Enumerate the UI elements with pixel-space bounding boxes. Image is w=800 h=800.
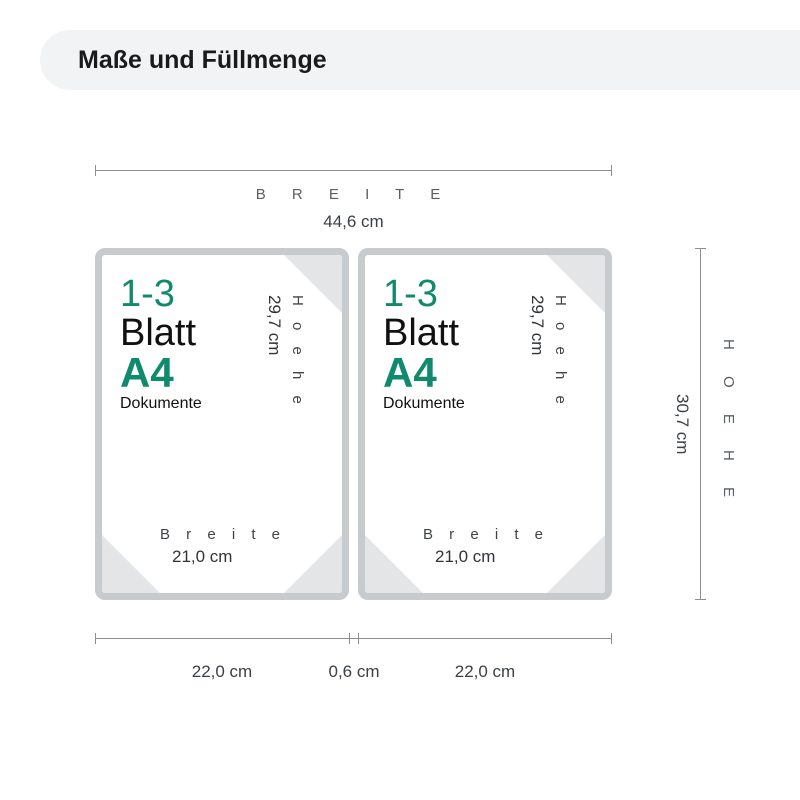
dim-value-panel-width-left: 22,0 cm	[95, 662, 349, 682]
panel-corner-icon	[102, 535, 160, 593]
inner-height-value: 29,7 cm	[264, 295, 284, 355]
panel-corner-icon	[365, 535, 423, 593]
folder-panel-right: 1-3 Blatt A4 Dokumente H o e h e 29,7 cm…	[358, 248, 612, 600]
panel-format: A4	[383, 349, 465, 397]
panel-corner-icon	[547, 535, 605, 593]
panel-content: 1-3 Blatt A4 Dokumente	[383, 273, 465, 413]
dim-line-total-width	[95, 170, 612, 171]
inner-height-label: H o e h e	[552, 295, 569, 410]
dim-tick	[358, 633, 359, 644]
diagram-stage: B R E I T E 44,6 cm H O E H E 30,7 cm 22…	[0, 0, 800, 800]
dim-value-total-height: 30,7 cm	[672, 248, 692, 600]
inner-width-value: 21,0 cm	[435, 547, 495, 567]
panel-corner-icon	[284, 535, 342, 593]
inner-height-label: H o e h e	[289, 295, 306, 410]
inner-width-value: 21,0 cm	[172, 547, 232, 567]
dim-line-total-height	[700, 248, 701, 600]
dim-line-bottom	[95, 638, 612, 639]
panel-subtext: Dokumente	[383, 395, 465, 413]
panel-capacity: 1-3	[120, 273, 202, 316]
panel-format: A4	[120, 349, 202, 397]
dim-label-total-width: B R E I T E	[95, 186, 612, 203]
panel-content: 1-3 Blatt A4 Dokumente	[120, 273, 202, 413]
inner-height-value: 29,7 cm	[527, 295, 547, 355]
dim-label-total-height: H O E H E	[720, 248, 737, 600]
dim-value-total-width: 44,6 cm	[95, 212, 612, 232]
dim-value-panel-width-right: 22,0 cm	[358, 662, 612, 682]
dim-tick	[349, 633, 350, 644]
folder-panel-left: 1-3 Blatt A4 Dokumente H o e h e 29,7 cm…	[95, 248, 349, 600]
inner-width-label: B r e i t e	[160, 526, 286, 543]
panel-subtext: Dokumente	[120, 395, 202, 413]
inner-width-label: B r e i t e	[423, 526, 549, 543]
panel-capacity: 1-3	[383, 273, 465, 316]
